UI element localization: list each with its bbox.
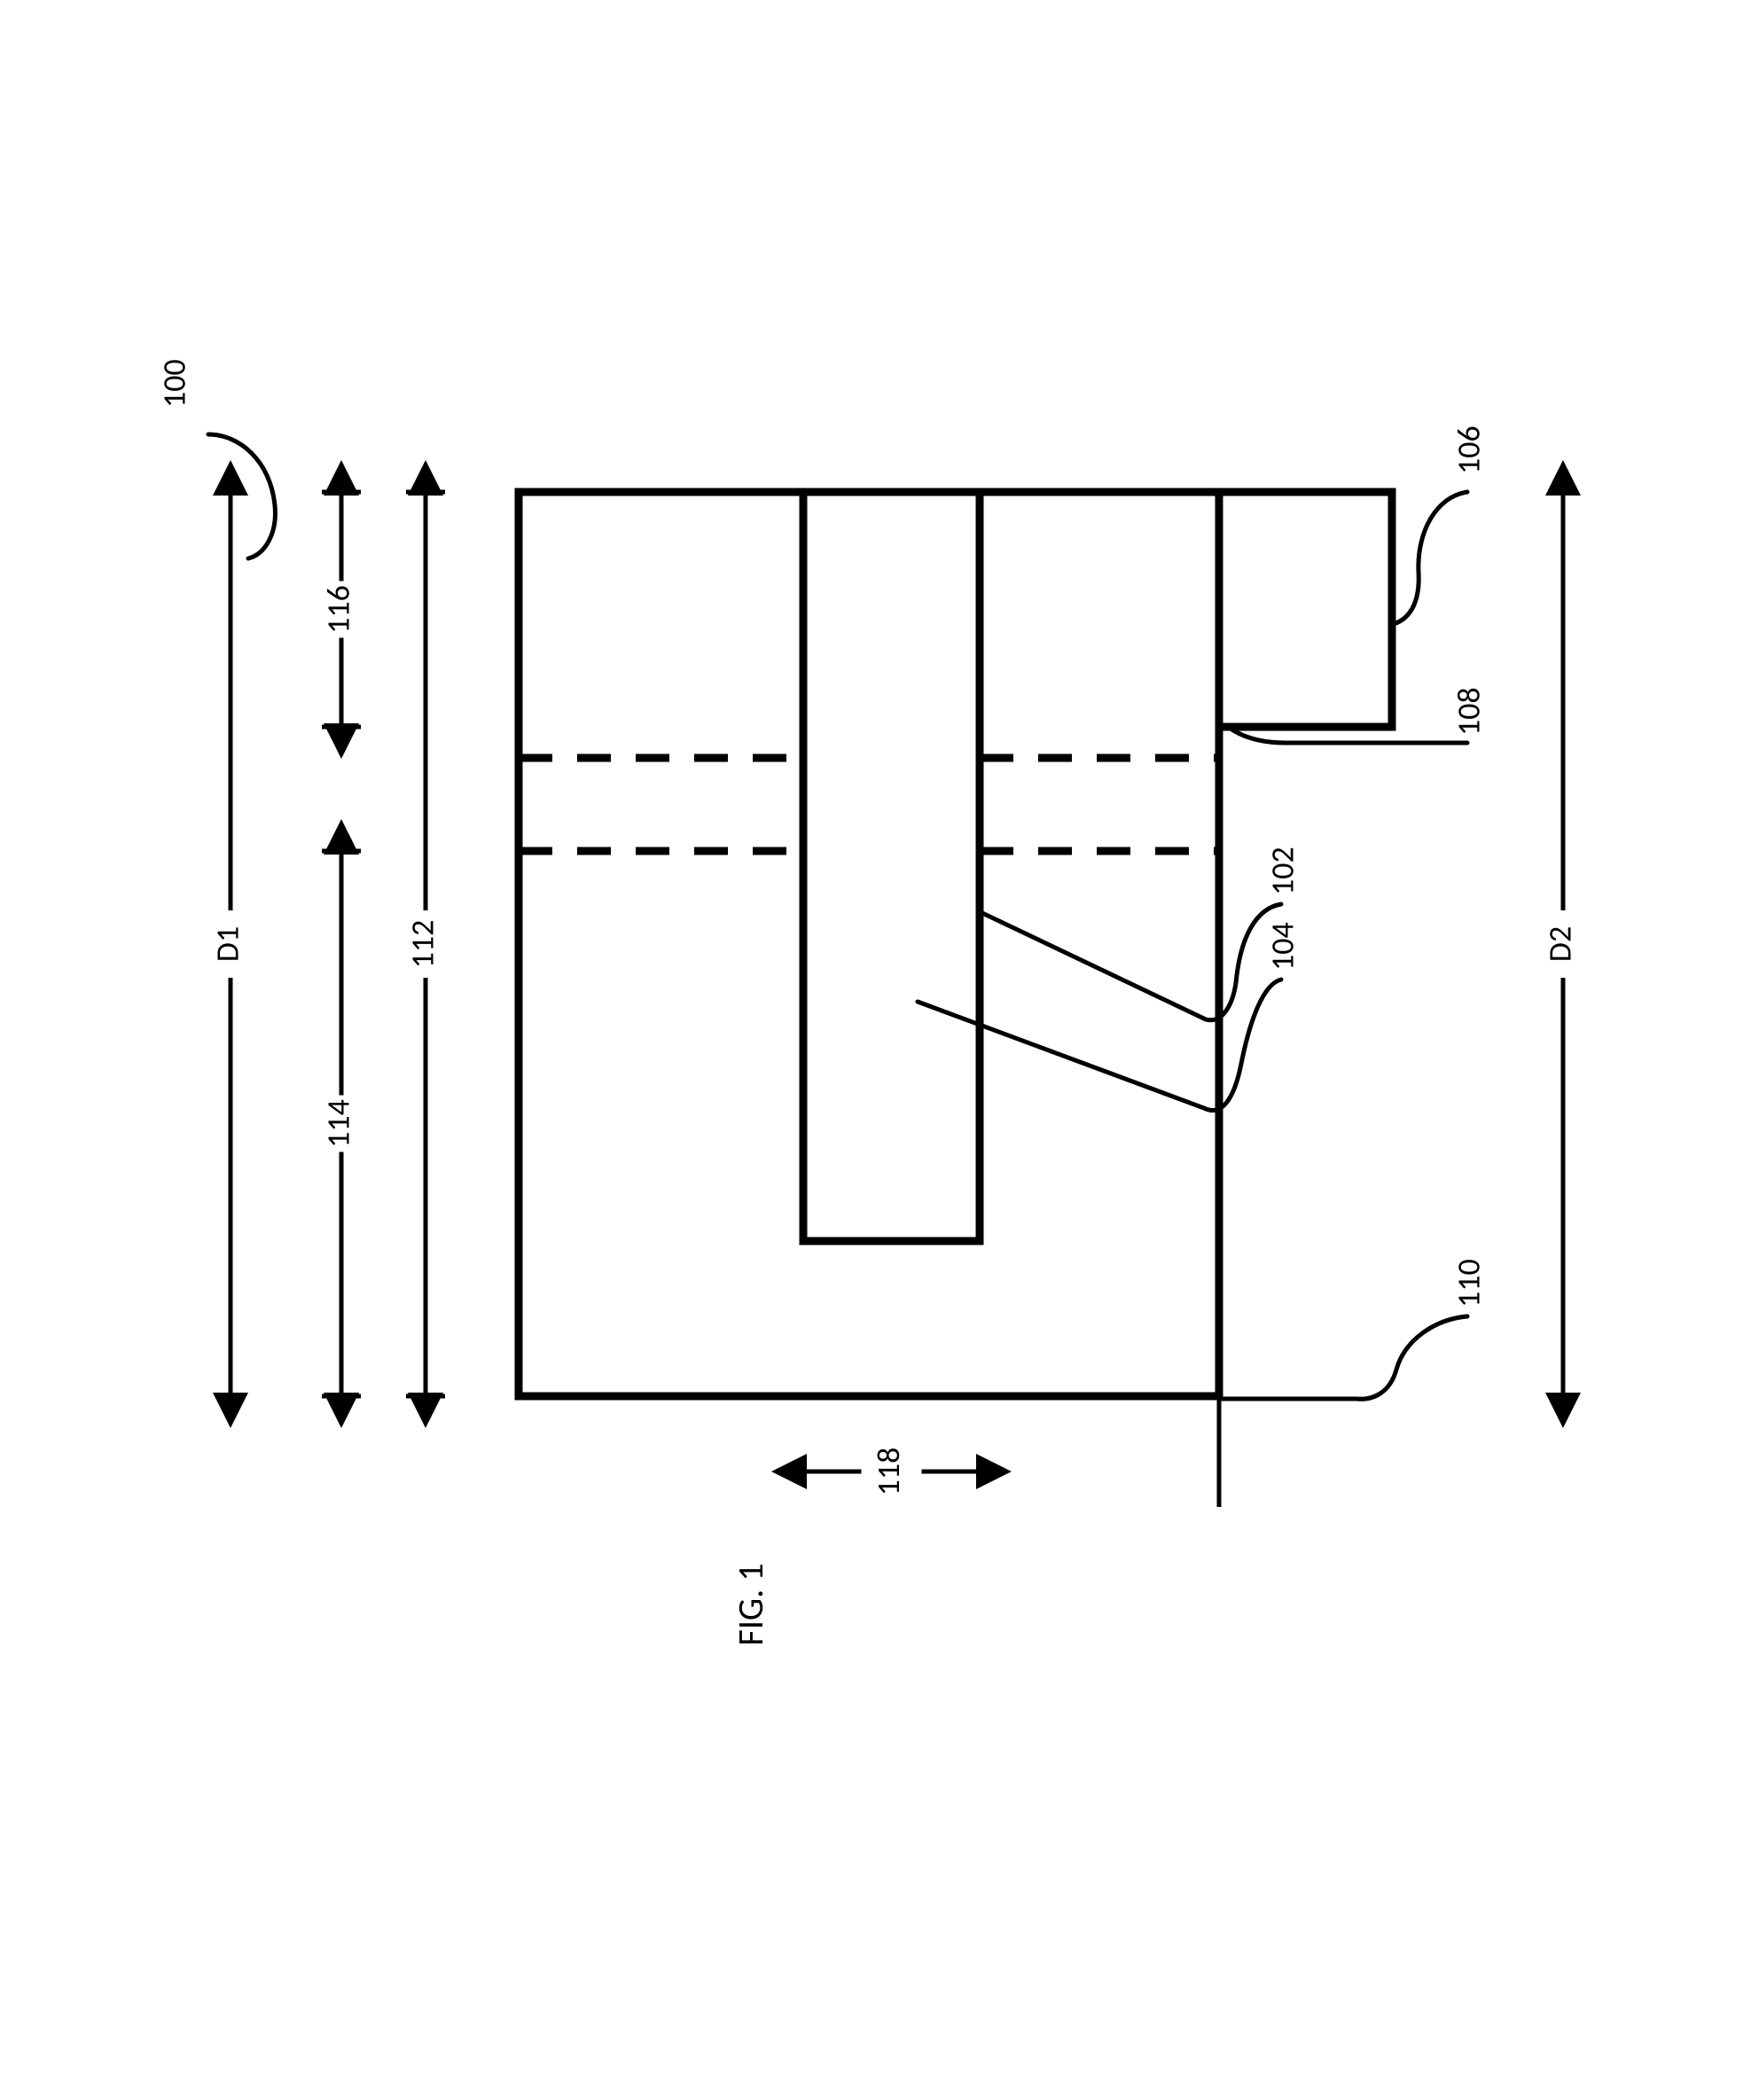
- dim-D2-label: D2: [1541, 926, 1580, 962]
- leader-102: [982, 904, 1281, 1020]
- label-100: 100: [155, 359, 194, 408]
- dim-118-label: 118: [869, 1448, 908, 1496]
- label-110: 110: [1450, 1259, 1489, 1308]
- leader-104: [918, 980, 1281, 1111]
- dim-114-label: 114: [319, 1099, 358, 1148]
- leader-100: [208, 434, 275, 558]
- label-104: 104: [1263, 922, 1302, 971]
- leader-106: [1390, 492, 1467, 625]
- figure-1-diagram: D1 D2 112 116 114 118 100 106 108 102 104 110 FIG. 1: [0, 0, 1751, 2100]
- dim-D1-label: D1: [208, 926, 247, 962]
- leader-110: [1222, 1316, 1467, 1399]
- slot-104: [803, 492, 980, 1241]
- dim-d112-label: 112: [403, 920, 442, 969]
- label-102: 102: [1263, 847, 1302, 895]
- device-outline: [519, 492, 1392, 1396]
- dim-116-label: 116: [319, 585, 358, 634]
- figure-caption: FIG. 1: [729, 1563, 772, 1645]
- label-106: 106: [1450, 425, 1489, 474]
- label-108: 108: [1450, 687, 1489, 736]
